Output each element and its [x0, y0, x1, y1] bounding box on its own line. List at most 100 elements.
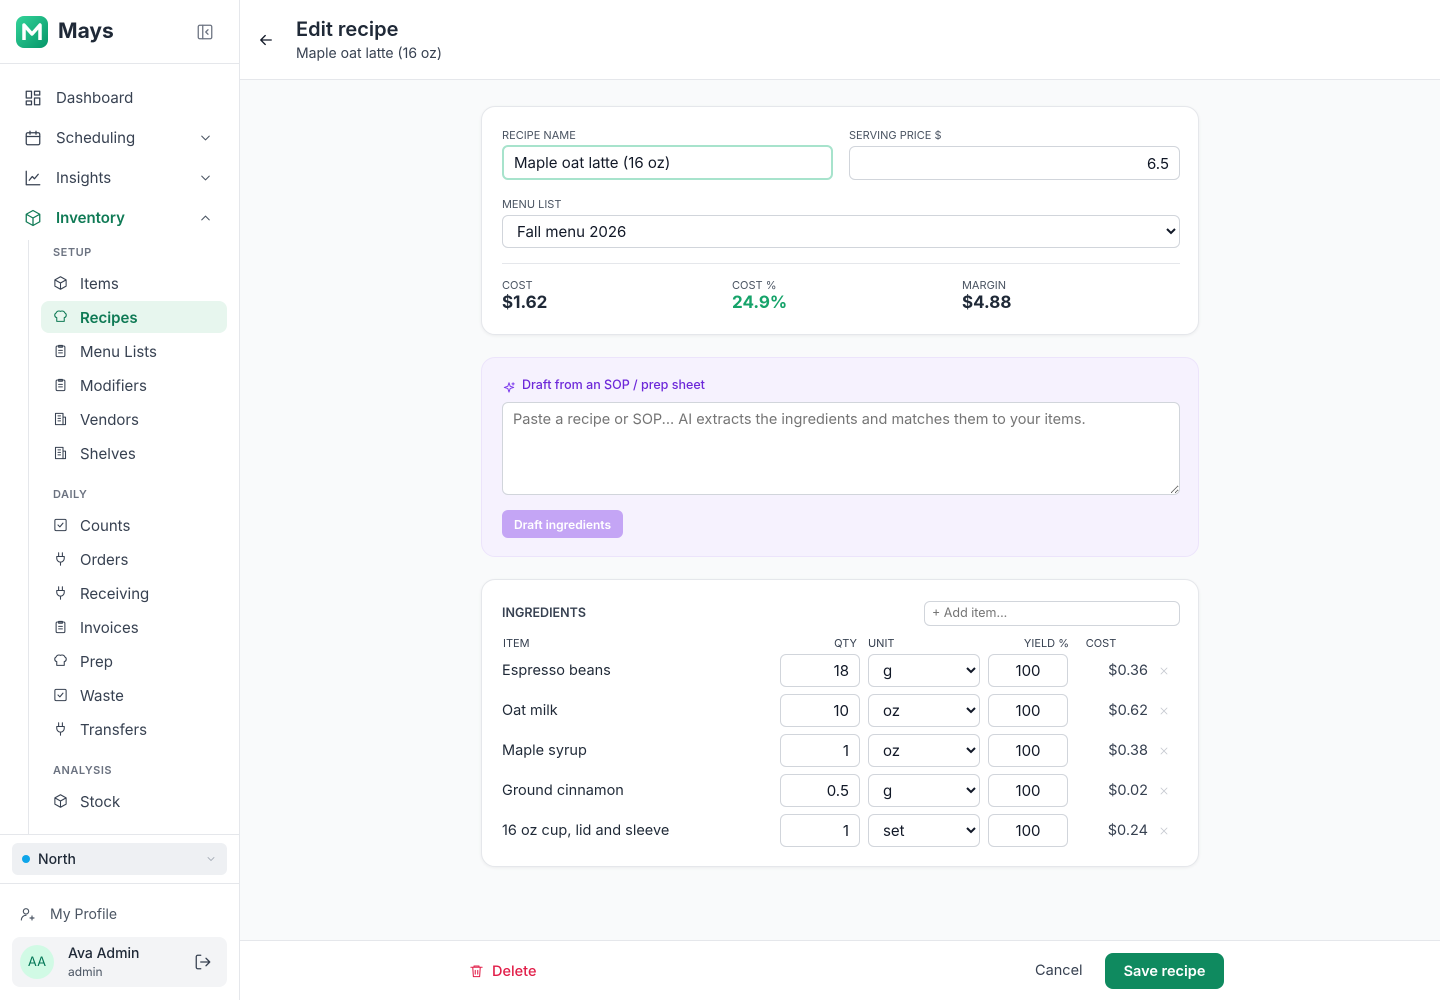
draft-title: Draft from an SOP / prep sheet — [522, 378, 705, 393]
yield-input[interactable] — [988, 814, 1068, 847]
line-cost: $0.24 — [1107, 822, 1148, 839]
remove-button[interactable] — [1158, 782, 1170, 798]
nav-item[interactable]: Inventory — [24, 208, 210, 227]
sop-textarea[interactable] — [502, 402, 1180, 495]
page-title: Edit recipe — [296, 17, 399, 41]
field-label: SERVING PRICE $ — [849, 128, 942, 142]
unit-select[interactable]: g — [868, 654, 980, 687]
menu-select[interactable]: Fall menu 2026 — [502, 215, 1180, 248]
header: Edit recipe Maple oat latte (16 oz) — [240, 0, 1440, 80]
logo — [16, 16, 48, 48]
nav-label: Prep — [80, 651, 113, 671]
nav-label: Modifiers — [80, 375, 147, 395]
profile-link[interactable]: My Profile — [20, 905, 117, 923]
nav-label: Scheduling — [56, 128, 136, 147]
field-label: MENU LIST — [502, 197, 562, 211]
location: North — [38, 850, 76, 868]
nav-subitem[interactable]: Orders — [41, 543, 227, 575]
qty-input[interactable] — [780, 774, 860, 807]
yield-input[interactable] — [988, 734, 1068, 767]
nav-subitem[interactable]: Items — [41, 267, 227, 299]
qty-input[interactable] — [780, 654, 860, 687]
nav-label: Invoices — [80, 617, 139, 637]
remove-button[interactable] — [1158, 662, 1170, 678]
qty-input[interactable] — [780, 734, 860, 767]
nav-label: Shelves — [80, 443, 136, 463]
field-label: RECIPE NAME — [502, 128, 576, 142]
nav-subitem[interactable]: Invoices — [41, 611, 227, 643]
nav-label: Receiving — [80, 583, 150, 603]
item-name: Maple syrup — [502, 742, 587, 759]
nav-label: Insights — [56, 168, 112, 187]
qty-input[interactable] — [780, 814, 860, 847]
line-cost: $0.36 — [1108, 662, 1148, 679]
nav-label: Dashboard — [56, 88, 134, 107]
remove-button[interactable] — [1158, 702, 1170, 718]
stat-label: COST — [502, 278, 533, 292]
yield-input[interactable] — [988, 694, 1068, 727]
add-item-input[interactable] — [924, 601, 1180, 626]
remove-button[interactable] — [1158, 742, 1170, 758]
sidebar: Mays Dashboard Scheduling Insights Inventor… — [0, 0, 240, 1000]
stat-value: $1.62 — [502, 293, 548, 313]
user-role: admin — [68, 964, 103, 979]
collapse-button[interactable] — [196, 23, 214, 41]
page-subtitle: Maple oat latte (16 oz) — [296, 45, 442, 62]
nav-subitem[interactable]: Vendors — [41, 403, 227, 435]
nav-subitem[interactable]: Shelves — [41, 437, 227, 469]
back-button[interactable] — [257, 31, 275, 49]
nav-subitem[interactable]: Receiving — [41, 577, 227, 609]
item-name: 16 oz cup, lid and sleeve — [502, 822, 670, 839]
yield-input[interactable] — [988, 774, 1068, 807]
nav-item[interactable]: Insights — [24, 168, 210, 187]
nav-subitem[interactable]: Recipes — [41, 301, 227, 333]
ingredients-title: INGREDIENTS — [502, 606, 586, 621]
stat-label: COST % — [732, 278, 777, 292]
logout-button[interactable] — [194, 953, 212, 971]
draft-button[interactable]: Draft ingredients — [502, 510, 623, 538]
nav-label: Vendors — [80, 409, 139, 429]
ingredients-card: INGREDIENTS ITEM QTY UNIT YIELD % COST Espres… — [481, 579, 1199, 867]
nav-label: Items — [80, 273, 119, 293]
nav-item[interactable]: Dashboard — [24, 88, 133, 107]
save-button[interactable]: Save recipe — [1105, 953, 1224, 989]
avatar: AA — [20, 945, 54, 979]
nav-subitem[interactable]: Waste — [41, 679, 227, 711]
details-card: RECIPE NAME SERVING PRICE $ MENU LIST Fa… — [481, 106, 1199, 335]
cancel-button[interactable]: Cancel — [1035, 962, 1083, 979]
nav-label: Stock — [80, 791, 121, 811]
delete-button[interactable]: Delete — [469, 962, 536, 980]
nav-subitem[interactable]: Menu Lists — [41, 335, 227, 367]
line-cost: $0.02 — [1108, 782, 1148, 799]
price-input[interactable] — [849, 146, 1180, 180]
nav-label: Waste — [80, 685, 124, 705]
nav-label: Recipes — [80, 307, 138, 327]
remove-button[interactable] — [1158, 822, 1170, 838]
section-heading: DAILY — [53, 487, 88, 501]
unit-select[interactable]: oz — [868, 734, 980, 767]
nav-subitem[interactable]: Prep — [41, 645, 227, 677]
user-name: Ava Admin — [68, 945, 140, 962]
brand: Mays — [58, 19, 114, 44]
name-input[interactable] — [502, 145, 833, 180]
column-header: UNIT — [868, 636, 895, 650]
qty-input[interactable] — [780, 694, 860, 727]
section-heading: SETUP — [53, 245, 92, 259]
nav-label: Transfers — [80, 719, 148, 739]
nav-subitem[interactable]: Stock — [41, 785, 227, 817]
stat-value: 24.9% — [732, 293, 788, 313]
nav-item[interactable]: Scheduling — [24, 128, 210, 147]
nav-subitem[interactable]: Counts — [41, 509, 227, 541]
yield-input[interactable] — [988, 654, 1068, 687]
item-name: Espresso beans — [502, 662, 611, 679]
location-select[interactable]: North — [12, 843, 227, 875]
nav-subitem[interactable]: Modifiers — [41, 369, 227, 401]
column-header: YIELD % — [1023, 636, 1069, 650]
column-header: ITEM — [503, 636, 530, 650]
line-cost: $0.62 — [1108, 702, 1148, 719]
unit-select[interactable]: oz — [868, 694, 980, 727]
unit-select[interactable]: g — [868, 774, 980, 807]
nav-subitem[interactable]: Transfers — [41, 713, 227, 745]
unit-select[interactable]: set — [868, 814, 980, 847]
